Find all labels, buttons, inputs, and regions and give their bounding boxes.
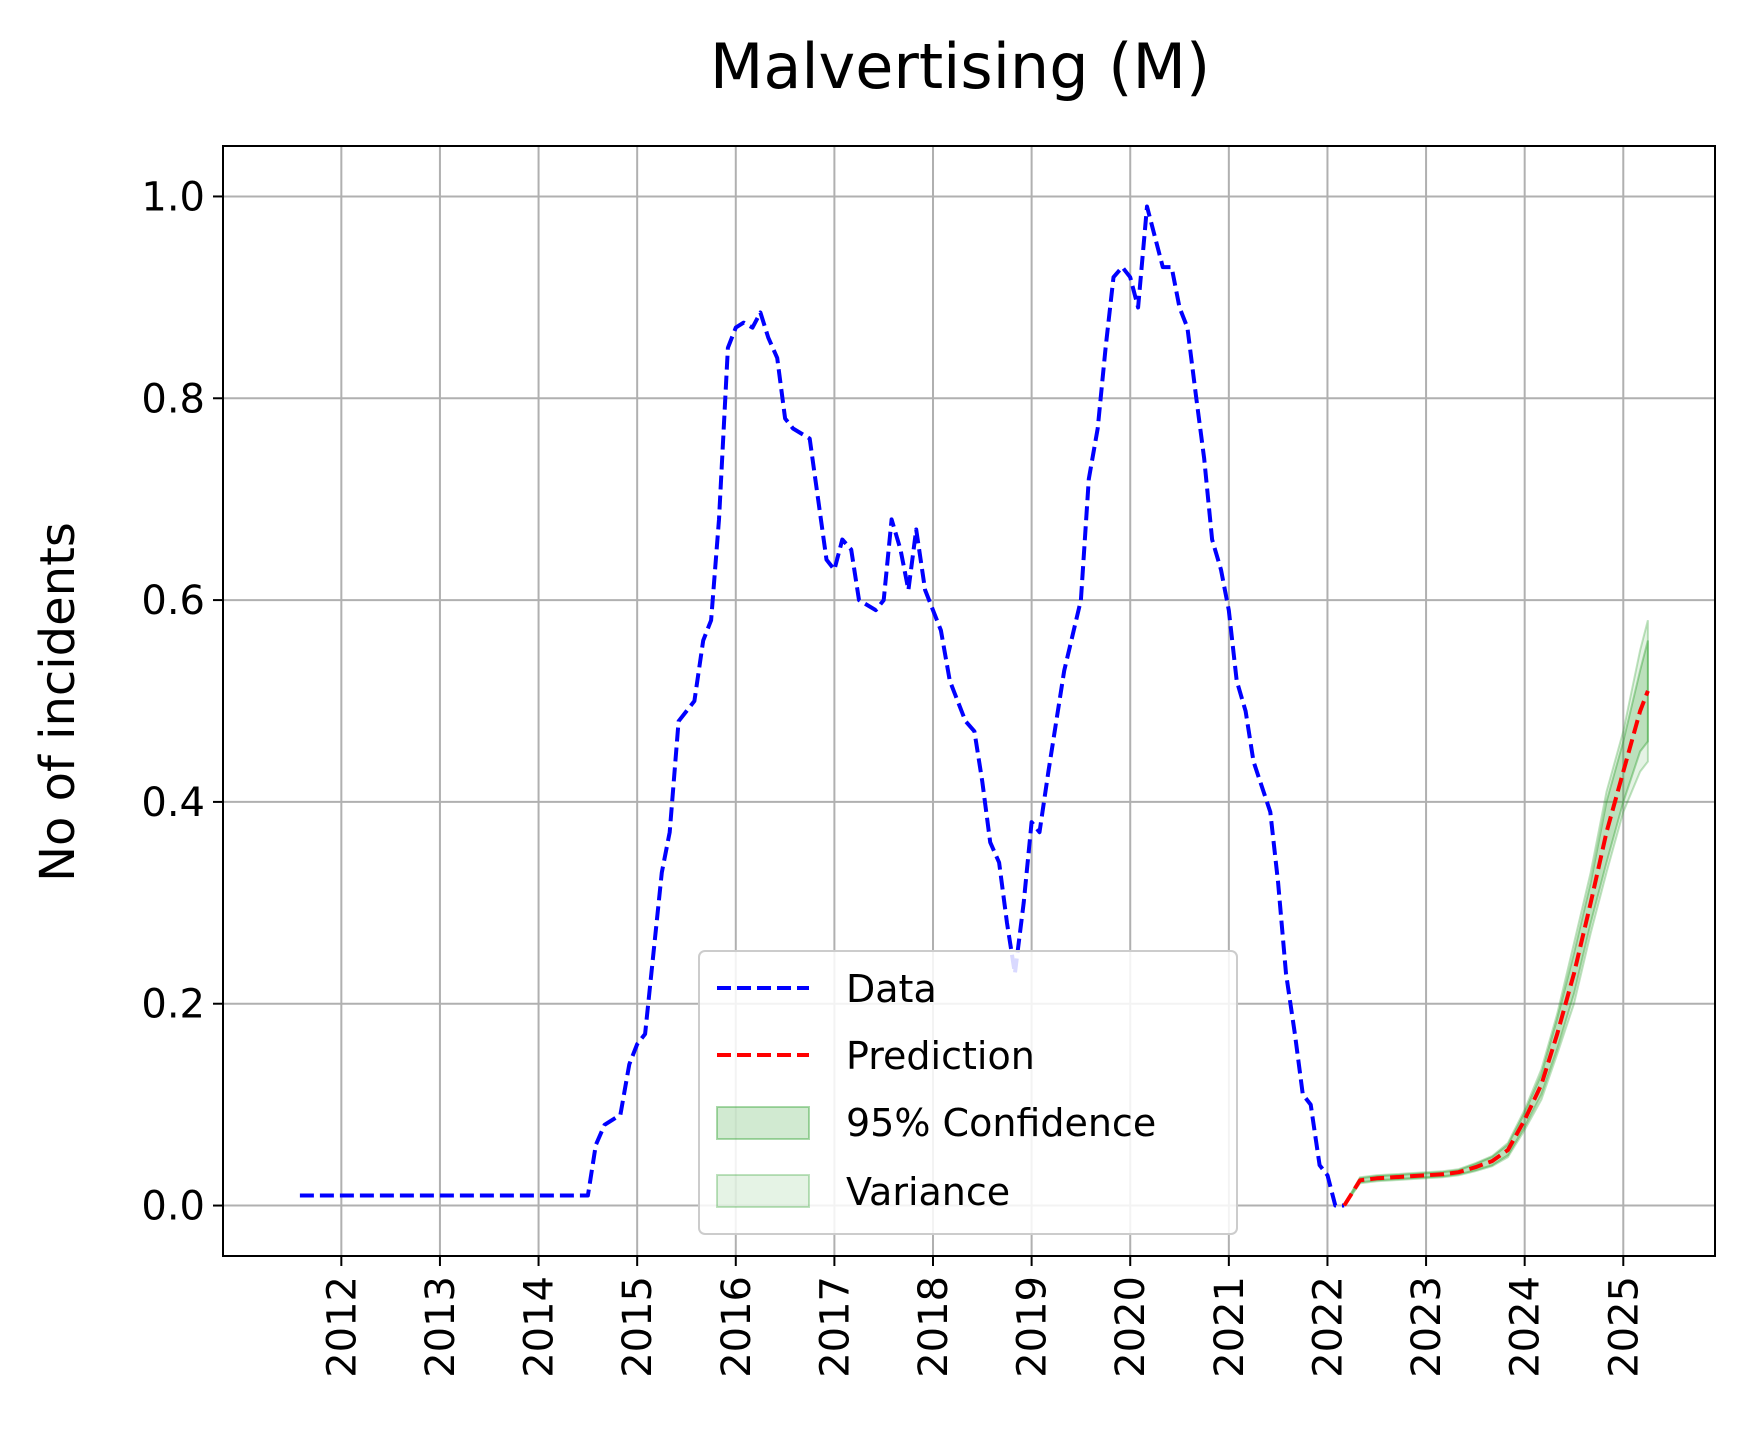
series-lines	[299, 204, 1650, 1208]
band-variance	[1343, 620, 1649, 1207]
legend-frame	[698, 950, 1238, 1235]
series-line-prediction	[1342, 690, 1650, 1207]
x-tick-label: 2012	[319, 1276, 365, 1378]
x-tick-label: 2021	[1207, 1276, 1253, 1378]
x-tick-label: 2025	[1601, 1276, 1647, 1378]
y-tick-label: 1.0	[141, 174, 205, 220]
y-axis-label: No of incidents	[30, 522, 86, 882]
y-tick-label: 0.0	[141, 1184, 205, 1230]
band-confidence	[1343, 640, 1649, 1207]
confidence-bands	[1343, 620, 1649, 1207]
x-tick-label: 2014	[517, 1276, 563, 1378]
y-axis: 0.0 0.2 0.4 0.6 0.8 1.0	[141, 174, 223, 1230]
legend-variance-label: Variance	[846, 1170, 1010, 1214]
legend-prediction-label: Prediction	[846, 1034, 1035, 1078]
legend-confidence-label: 95% Confidence	[846, 1101, 1156, 1145]
x-tick-label: 2022	[1305, 1276, 1351, 1378]
y-tick-label: 0.4	[141, 780, 205, 826]
chart-title: Malvertising (M)	[710, 30, 1210, 103]
x-tick-label: 2017	[812, 1276, 858, 1378]
legend: Data Prediction 95% Confidence Variance	[698, 950, 1238, 1235]
x-tick-label: 2020	[1108, 1276, 1154, 1378]
x-tick-label: 2024	[1503, 1276, 1549, 1378]
y-tick-label: 0.6	[141, 578, 205, 624]
x-tick-label: 2018	[911, 1276, 957, 1378]
x-axis: 2012 2013 2014 2015 2016 2017 2018 2019 2020 2021…	[319, 1256, 1647, 1378]
legend-confidence-swatch	[716, 1106, 810, 1140]
x-tick-label: 2019	[1010, 1276, 1056, 1378]
x-tick-label: 2015	[615, 1276, 661, 1378]
legend-variance-swatch	[716, 1174, 810, 1208]
x-tick-label: 2013	[418, 1276, 464, 1378]
x-tick-label: 2016	[714, 1276, 760, 1378]
x-tick-label: 2023	[1404, 1276, 1450, 1378]
y-tick-label: 0.8	[141, 376, 205, 422]
plot-frame	[222, 145, 1716, 1257]
grid	[223, 146, 1715, 1256]
y-tick-label: 0.2	[141, 982, 205, 1028]
legend-data-label: Data	[846, 967, 937, 1011]
series-line-data	[299, 204, 1345, 1208]
